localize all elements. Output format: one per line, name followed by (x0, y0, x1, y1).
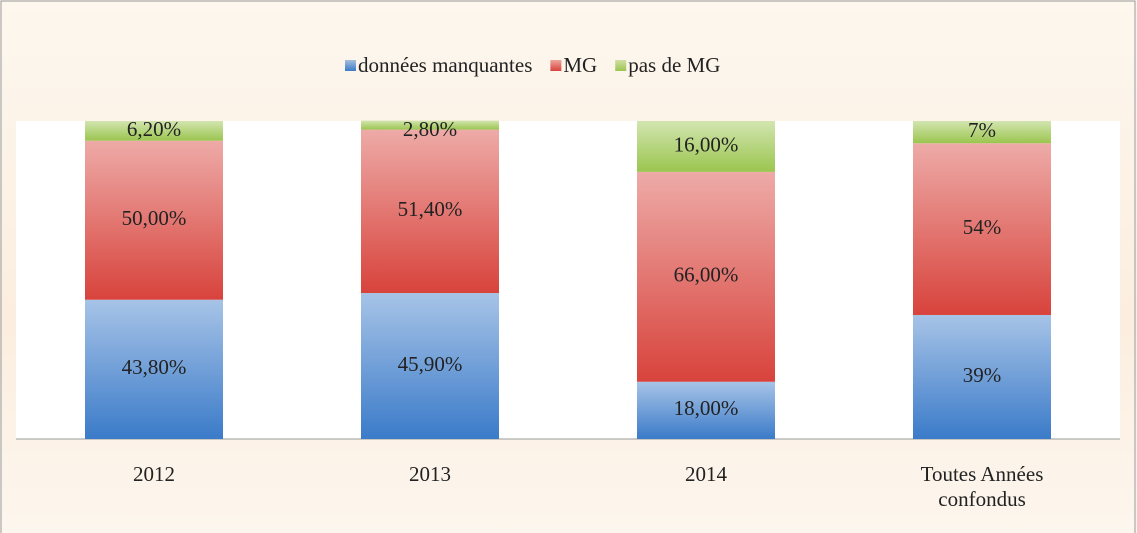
legend-swatch (345, 60, 356, 71)
bar-segment (85, 121, 223, 141)
data-label: 39% (963, 363, 1002, 387)
bar-segment (361, 293, 499, 439)
bar-segment (913, 314, 1051, 439)
bar-segment (913, 121, 1051, 144)
legend-label: pas de MG (628, 53, 720, 77)
data-label: 43,80% (122, 355, 187, 379)
bar-segment (637, 171, 775, 382)
legend-swatch (615, 60, 627, 71)
bar-segment (85, 140, 223, 300)
data-label: 16,00% (674, 132, 739, 156)
data-label: 50,00% (122, 206, 187, 230)
data-label: 51,40% (398, 197, 463, 221)
bar-segment (85, 299, 223, 439)
data-label: 54% (963, 215, 1002, 239)
bar-segment (361, 129, 499, 294)
x-tick-label: 2013 (409, 462, 451, 486)
data-label: 66,00% (674, 263, 739, 287)
legend-label: MG (563, 53, 597, 77)
x-tick-label: 2012 (133, 462, 175, 486)
data-label: 2,80% (403, 117, 457, 141)
bar-segment (361, 120, 499, 130)
legend-swatch (550, 60, 562, 71)
data-label: 18,00% (674, 396, 739, 420)
bar-segment (637, 381, 775, 439)
bar-segment (637, 121, 775, 172)
x-tick-label: 2014 (685, 462, 727, 486)
data-label: 6,20% (127, 117, 181, 141)
legend: données manquantes MG pas de MG (345, 53, 720, 77)
bar-segment (913, 143, 1051, 315)
data-label: 45,90% (398, 352, 463, 376)
legend-label: données manquantes (358, 53, 532, 77)
x-tick-label: Toutes Années confondus (920, 462, 1044, 511)
data-label: 7% (968, 118, 996, 142)
